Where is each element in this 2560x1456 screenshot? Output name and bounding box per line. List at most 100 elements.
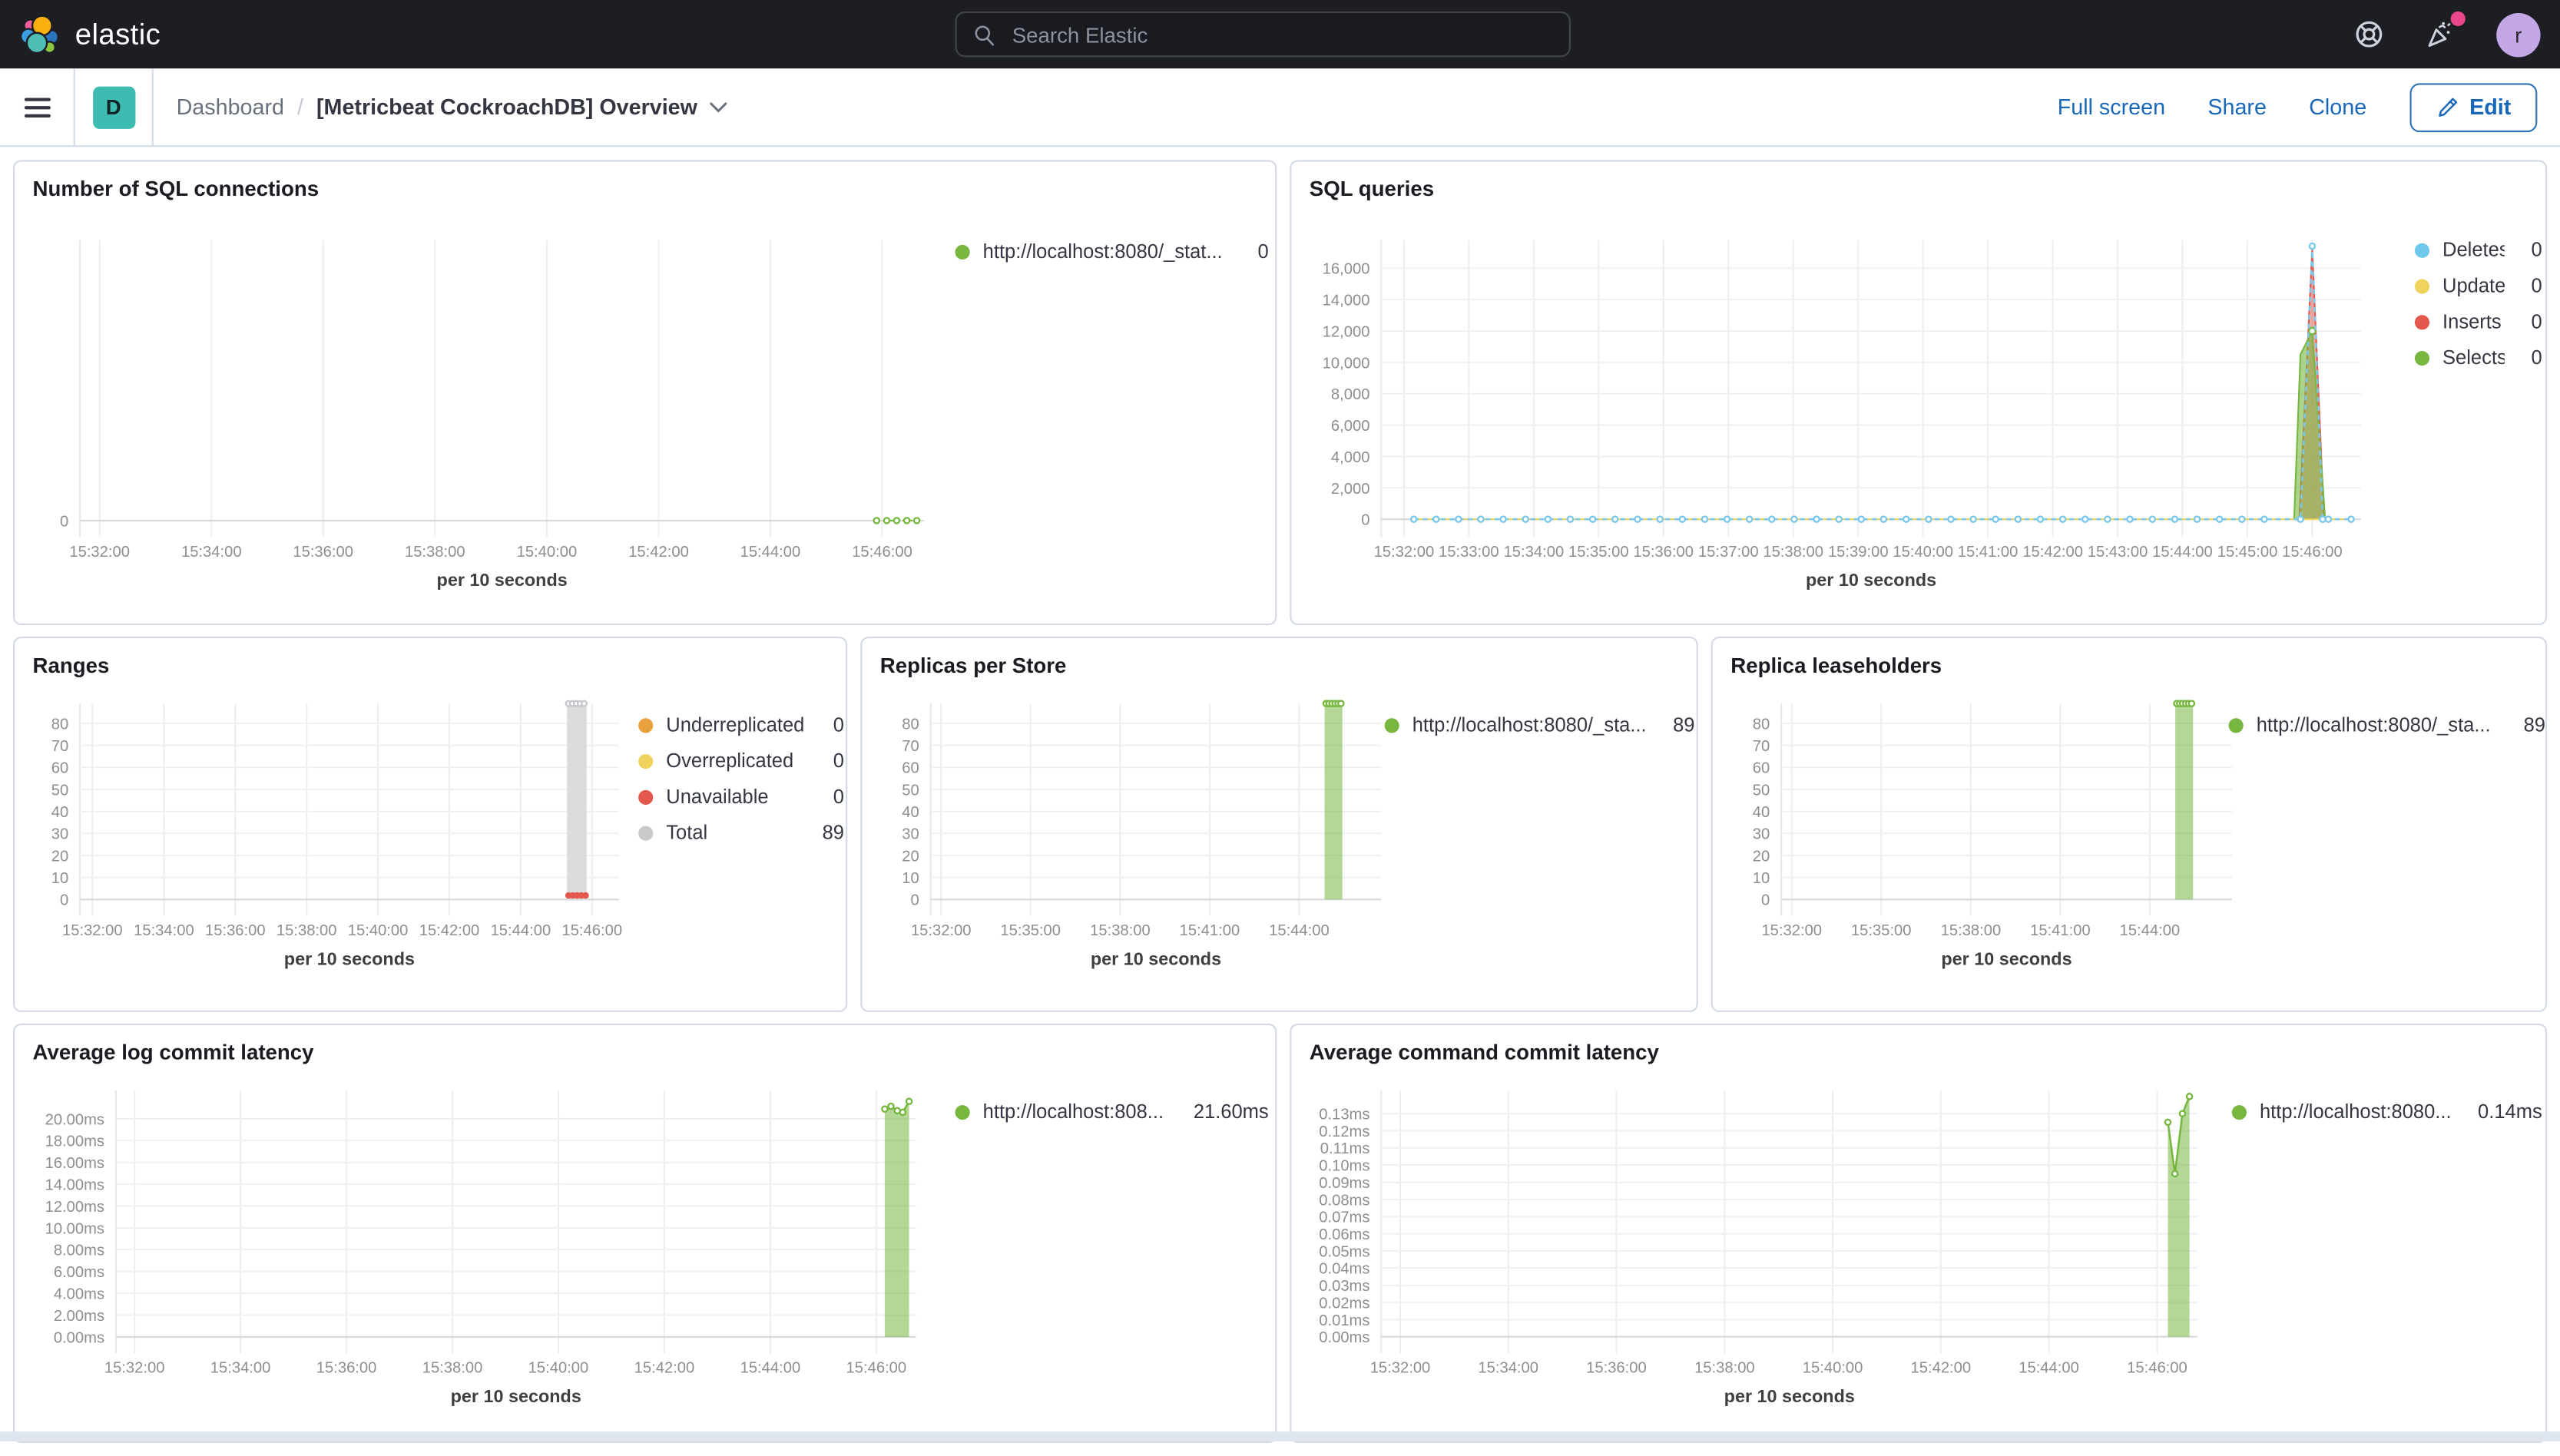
legend-swatch — [638, 789, 654, 804]
panel-title[interactable]: Replicas per Store — [879, 653, 1067, 678]
chart-average-log-commit-latency[interactable]: 0.00ms 2.00ms 4.00ms 6.00ms 8.00ms 10.00ms 12.… — [15, 1025, 1275, 1441]
full-screen-button[interactable]: Full screen — [2057, 94, 2166, 120]
svg-text:15:37:00: 15:37:00 — [1698, 544, 1759, 561]
hamburger-menu-icon[interactable] — [0, 68, 75, 146]
legend-item[interactable]: Updates 0 — [2414, 274, 2542, 297]
panel-average-command-commit-latency: Average command commit latency 0.00ms 0.0… — [1290, 1023, 2548, 1444]
svg-text:15:41:00: 15:41:00 — [1958, 544, 2019, 561]
avatar[interactable]: r — [2496, 12, 2541, 57]
panel-title[interactable]: Ranges — [32, 653, 110, 678]
svg-text:15:41:00: 15:41:00 — [1180, 922, 1240, 939]
chart-average-command-commit-latency[interactable]: 0.00ms0.01ms0.02ms0.03ms0.04ms0.05ms0.06… — [1291, 1025, 2545, 1441]
svg-text:70: 70 — [1753, 738, 1770, 755]
legend-item[interactable]: http://localhost:8080/_stat... 0 — [955, 240, 1269, 263]
svg-text:8.00ms: 8.00ms — [54, 1243, 104, 1259]
legend-label: Total — [666, 821, 708, 844]
panel-title[interactable]: SQL queries — [1309, 176, 1435, 201]
chart-replica-leaseholders[interactable]: 0 10 20 30 40 50 60 70 80 15:32:00 15:35:00 15:38:0… — [1713, 638, 2545, 1011]
svg-text:15:34:00: 15:34:00 — [181, 544, 242, 561]
legend-value: 0 — [2531, 346, 2542, 369]
svg-text:15:32:00: 15:32:00 — [104, 1360, 165, 1377]
panel-title[interactable]: Average log commit latency — [32, 1040, 314, 1064]
breadcrumb-separator: / — [296, 94, 303, 120]
chart-legend: http://localhost:8080/_stat... 0 — [955, 240, 1269, 263]
search-icon — [975, 25, 995, 45]
svg-text:15:36:00: 15:36:00 — [205, 922, 266, 939]
svg-text:0.06ms: 0.06ms — [1319, 1226, 1369, 1243]
svg-text:15:39:00: 15:39:00 — [1828, 544, 1889, 561]
svg-text:15:36:00: 15:36:00 — [1633, 544, 1694, 561]
svg-text:4.00ms: 4.00ms — [54, 1286, 104, 1303]
panel-ranges: Ranges 0 10 20 30 40 50 60 70 80 15:32:00 15:34:00… — [13, 637, 848, 1012]
svg-text:15:42:00: 15:42:00 — [419, 922, 480, 939]
legend-label: Overreplicated — [666, 749, 794, 773]
chart-number-of-sql-connections[interactable]: 015:32:00 15:34:00 15:36:00 15:38:00 15:40:0… — [15, 161, 1275, 624]
nav-bar: D Dashboard / [Metricbeat CockroachDB] O… — [0, 68, 2560, 147]
svg-text:14,000: 14,000 — [1323, 293, 1370, 309]
svg-text:20.00ms: 20.00ms — [45, 1111, 104, 1128]
legend-item[interactable]: http://localhost:8080/_sta... 89 — [2228, 713, 2545, 736]
legend-item[interactable]: http://localhost:808... 21.60ms — [955, 1100, 1269, 1123]
panel-title[interactable]: Number of SQL connections — [32, 176, 320, 201]
pencil-icon — [2438, 97, 2457, 116]
panel-title[interactable]: Average command commit latency — [1309, 1040, 1659, 1064]
svg-text:per 10 seconds: per 10 seconds — [284, 948, 415, 968]
legend-item[interactable]: Unavailable 0 — [638, 785, 844, 808]
svg-text:15:38:00: 15:38:00 — [1941, 922, 2002, 939]
svg-text:per 10 seconds: per 10 seconds — [1806, 570, 1936, 590]
space-switcher[interactable]: D — [75, 68, 154, 146]
legend-item[interactable]: http://localhost:8080/_sta... 89 — [1384, 713, 1694, 736]
chart-replicas-per-store[interactable]: 0 10 20 30 40 50 60 70 80 15:32:00 15:35:00 15:38:0… — [862, 638, 1696, 1011]
legend-swatch — [2414, 349, 2430, 366]
svg-text:15:42:00: 15:42:00 — [634, 1360, 695, 1377]
svg-text:12,000: 12,000 — [1323, 324, 1370, 341]
elastic-logo[interactable]: elastic — [0, 13, 161, 55]
svg-text:15:32:00: 15:32:00 — [1374, 544, 1435, 561]
chart-ranges[interactable]: 0 10 20 30 40 50 60 70 80 15:32:00 15:34:00 15:36:0… — [15, 638, 846, 1011]
legend-swatch — [2228, 717, 2244, 733]
legend-item[interactable]: Deletes 0 — [2414, 238, 2542, 262]
panel-sql-queries: SQL queries 0 2,000 4,000 6,000 8,000 10,000 1… — [1290, 160, 2548, 626]
svg-text:15:34:00: 15:34:00 — [134, 922, 194, 939]
legend-value: 0 — [833, 785, 844, 809]
bottom-scrollbar[interactable] — [0, 1431, 2560, 1441]
legend-value: 0 — [2531, 238, 2542, 262]
legend-item[interactable]: Overreplicated 0 — [638, 749, 844, 773]
svg-text:15:40:00: 15:40:00 — [1893, 544, 1953, 561]
chart-legend: Underreplicated 0 Overreplicated 0 Unavailab… — [638, 713, 844, 844]
svg-text:per 10 seconds: per 10 seconds — [1724, 1386, 1855, 1406]
svg-text:0.08ms: 0.08ms — [1319, 1192, 1369, 1209]
legend-item[interactable]: http://localhost:8080... 0.14ms — [2231, 1100, 2542, 1123]
svg-text:15:44:00: 15:44:00 — [2152, 544, 2213, 561]
legend-swatch — [638, 717, 654, 733]
svg-text:15:40:00: 15:40:00 — [348, 922, 409, 939]
clone-button[interactable]: Clone — [2309, 94, 2367, 120]
svg-text:2,000: 2,000 — [1331, 481, 1370, 498]
dashboard-actions: Full screen Share Clone Edit — [2057, 82, 2560, 132]
svg-text:15:34:00: 15:34:00 — [1478, 1360, 1538, 1377]
chart-sql-queries[interactable]: 0 2,000 4,000 6,000 8,000 10,000 12,000 14,000 1… — [1291, 161, 2545, 624]
page-title[interactable]: [Metricbeat CockroachDB] Overview — [316, 94, 728, 119]
global-search[interactable] — [955, 11, 1571, 58]
legend-item[interactable]: Total 89 — [638, 821, 844, 844]
news-icon[interactable] — [2425, 11, 2466, 51]
panel-replicas-per-store: Replicas per Store 0 10 20 30 40 50 60 70 80 15:3… — [860, 637, 1698, 1012]
legend-item[interactable]: Selects 0 — [2414, 346, 2542, 369]
share-button[interactable]: Share — [2207, 94, 2267, 120]
breadcrumb-dashboard[interactable]: Dashboard — [176, 94, 284, 120]
panel-title[interactable]: Replica leaseholders — [1730, 653, 1942, 678]
svg-text:60: 60 — [902, 760, 919, 777]
legend-label: http://localhost:808... — [982, 1100, 1164, 1123]
svg-text:15:38:00: 15:38:00 — [1763, 544, 1823, 561]
legend-item[interactable]: Inserts 0 — [2414, 310, 2542, 333]
svg-text:0: 0 — [60, 892, 68, 909]
svg-text:0.00ms: 0.00ms — [54, 1329, 104, 1346]
help-icon[interactable] — [2353, 18, 2386, 51]
svg-text:10: 10 — [51, 870, 68, 887]
svg-text:15:34:00: 15:34:00 — [1504, 544, 1565, 561]
svg-text:70: 70 — [902, 738, 919, 755]
legend-item[interactable]: Underreplicated 0 — [638, 713, 844, 736]
svg-text:10.00ms: 10.00ms — [45, 1220, 104, 1237]
search-input[interactable] — [1008, 20, 1553, 48]
edit-button[interactable]: Edit — [2409, 82, 2538, 132]
